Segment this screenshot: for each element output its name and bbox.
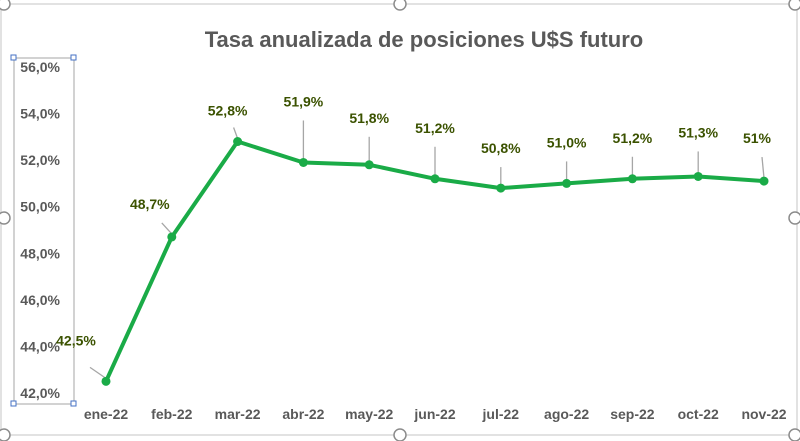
- data-point[interactable]: [627, 174, 637, 184]
- y-tick-label: 44,0%: [20, 338, 60, 354]
- data-label[interactable]: 51,9%: [284, 93, 324, 109]
- data-label[interactable]: 51,2%: [415, 120, 455, 136]
- y-axis-handle[interactable]: [10, 54, 17, 61]
- y-axis-handle[interactable]: [70, 54, 77, 61]
- x-tick-label: jun-22: [413, 406, 455, 422]
- data-label[interactable]: 51%: [743, 130, 772, 146]
- leader-line: [161, 222, 173, 235]
- y-axis-selection-box: [13, 57, 75, 405]
- data-points[interactable]: [101, 137, 769, 386]
- data-label[interactable]: 51,0%: [547, 134, 587, 150]
- chart-frame: [0, 3, 798, 436]
- resize-handle-right[interactable]: [788, 211, 800, 225]
- data-labels[interactable]: 42,5% 48,7% 52,8% 51,9% 51,8% 51,2% 50,8% 51,0%…: [56, 93, 771, 348]
- chart-title: Tasa anualizada de posiciones U$S futuro: [205, 27, 643, 52]
- data-label[interactable]: 51,2%: [613, 130, 653, 146]
- data-label[interactable]: 51,8%: [349, 110, 389, 126]
- data-point[interactable]: [233, 137, 243, 147]
- y-tick-label: 56,0%: [20, 59, 60, 75]
- x-tick-label: mar-22: [215, 406, 261, 422]
- x-tick-label: oct-22: [678, 406, 719, 422]
- data-point[interactable]: [562, 178, 572, 188]
- data-point[interactable]: [430, 174, 440, 184]
- y-axis-handle[interactable]: [70, 400, 77, 407]
- data-point[interactable]: [759, 176, 769, 186]
- y-tick-label: 50,0%: [20, 199, 60, 215]
- x-tick-label: feb-22: [151, 406, 192, 422]
- x-tick-label: abr-22: [282, 406, 324, 422]
- leader-line: [761, 157, 765, 179]
- resize-handle-bottom-right[interactable]: [788, 428, 800, 441]
- y-tick-label: 42,0%: [20, 385, 60, 401]
- y-tick-label: 54,0%: [20, 106, 60, 122]
- resize-handle-bottom[interactable]: [393, 428, 407, 441]
- x-tick-label: jul-22: [482, 406, 520, 422]
- x-tick-label: ene-22: [84, 406, 129, 422]
- x-tick-label: sep-22: [610, 406, 655, 422]
- data-point[interactable]: [496, 183, 506, 193]
- resize-handle-bottom-left[interactable]: [0, 428, 11, 441]
- data-point[interactable]: [101, 376, 111, 386]
- leader-lines: [89, 120, 765, 379]
- y-tick-label: 48,0%: [20, 245, 60, 261]
- resize-handle-left[interactable]: [0, 211, 11, 225]
- data-point[interactable]: [364, 160, 374, 170]
- data-label[interactable]: 52,8%: [208, 103, 248, 119]
- resize-handle-top-right[interactable]: [788, 0, 800, 11]
- y-axis-handle[interactable]: [10, 400, 17, 407]
- leader-line: [89, 366, 107, 379]
- data-label[interactable]: 50,8%: [481, 140, 521, 156]
- leader-line: [232, 127, 239, 139]
- data-label[interactable]: 51,3%: [678, 124, 718, 140]
- y-tick-label: 46,0%: [20, 292, 60, 308]
- y-axis[interactable]: 56,0% 54,0% 52,0% 50,0% 48,0% 46,0% 44,0% 42,0%: [20, 59, 60, 401]
- data-label[interactable]: 48,7%: [130, 196, 170, 212]
- resize-handle-top-left[interactable]: [0, 0, 11, 11]
- data-point[interactable]: [298, 157, 308, 167]
- y-tick-label: 52,0%: [20, 152, 60, 168]
- resize-handle-top[interactable]: [393, 0, 407, 11]
- x-tick-label: ago-22: [544, 406, 589, 422]
- y-axis-selection[interactable]: [10, 54, 77, 407]
- data-label[interactable]: 42,5%: [56, 332, 96, 348]
- x-tick-label: nov-22: [741, 406, 786, 422]
- x-tick-label: may-22: [345, 406, 393, 422]
- data-point[interactable]: [167, 232, 177, 242]
- x-axis[interactable]: ene-22 feb-22 mar-22 abr-22 may-22 jun-22 jul-…: [84, 406, 787, 422]
- data-point[interactable]: [693, 171, 703, 181]
